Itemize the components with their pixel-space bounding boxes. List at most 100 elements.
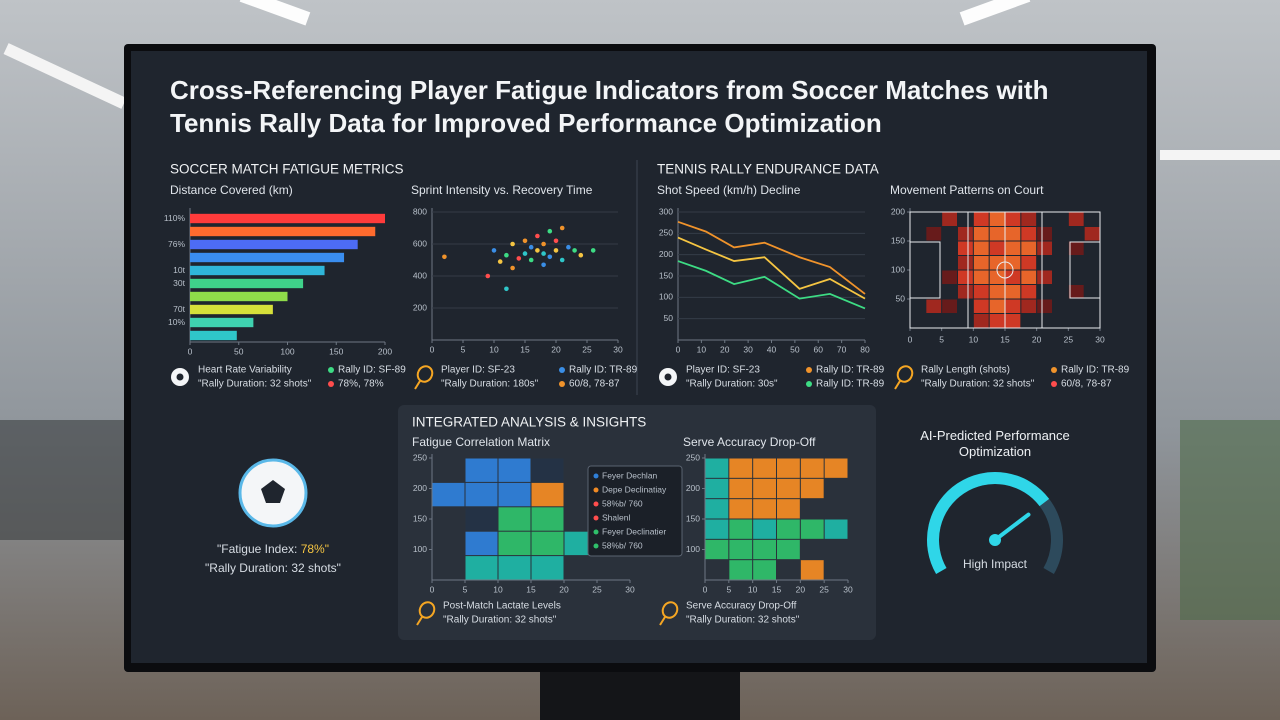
bar <box>190 330 237 341</box>
cell <box>1037 299 1052 313</box>
cell <box>1021 285 1037 299</box>
cell <box>1037 241 1052 255</box>
chart-title: Serve Accuracy Drop-Off <box>683 435 816 449</box>
x-tick-label: 20 <box>1032 334 1042 344</box>
x-tick-label: 10 <box>697 344 707 354</box>
cell <box>1068 241 1084 255</box>
page-title: Cross-Referencing Player Fatigue Indicat… <box>170 75 1049 138</box>
y-tick-label: 800 <box>413 206 427 216</box>
cell <box>729 560 753 580</box>
chart-title: Fatigue Correlation Matrix <box>412 435 550 449</box>
cell <box>498 458 531 482</box>
cell <box>729 539 753 560</box>
cell <box>926 299 942 313</box>
x-tick-label: 5 <box>726 584 731 594</box>
legend-text: Player ID: SF-23 <box>686 365 760 376</box>
line <box>677 260 866 310</box>
cell <box>1021 212 1037 226</box>
cell <box>465 531 498 556</box>
legend-text: 78%, 78% <box>338 379 384 390</box>
y-tick-label: 100 <box>413 544 427 554</box>
legend-text: Serve Accuracy Drop-Off <box>686 601 797 612</box>
x-tick-label: 30 <box>613 344 623 354</box>
point <box>510 241 515 247</box>
x-tick-label: 50 <box>234 346 244 356</box>
monitor-stand <box>540 668 740 720</box>
point <box>510 265 515 271</box>
tooltip-dot <box>593 501 599 507</box>
cell <box>942 212 957 226</box>
y-tick-label: 600 <box>413 238 427 248</box>
cell <box>958 256 973 270</box>
bar <box>190 317 254 328</box>
cell <box>1021 256 1037 270</box>
point <box>535 248 540 253</box>
x-tick-label: 20 <box>796 584 806 594</box>
legend-dot <box>328 367 334 373</box>
cell <box>800 560 824 580</box>
legend-text: "Rally Duration: 32 shots" <box>921 379 1035 390</box>
x-tick-label: 0 <box>703 584 708 594</box>
cell <box>465 556 498 580</box>
x-tick-label: 100 <box>280 346 294 356</box>
x-tick-label: 30 <box>625 584 635 594</box>
y-tick-label: 10t <box>173 265 185 275</box>
x-tick-label: 50 <box>790 344 800 354</box>
plant <box>1180 420 1280 620</box>
x-tick-label: 10 <box>748 584 758 594</box>
gauge-title: AI-Predicted Performance Optimization <box>920 428 1070 459</box>
legend-dot <box>806 367 812 373</box>
cell <box>800 458 824 478</box>
x-tick-label: 5 <box>939 334 944 344</box>
point <box>553 238 559 244</box>
cell <box>800 519 824 539</box>
cell <box>973 256 989 270</box>
point <box>547 254 553 260</box>
tooltip-text: Feyer Dechlan <box>602 470 658 480</box>
cell <box>753 499 776 519</box>
cell <box>1021 270 1037 284</box>
cell <box>729 478 753 499</box>
cell <box>729 519 753 539</box>
y-tick-label: 10% <box>168 317 185 327</box>
section-title: INTEGRATED ANALYSIS & INSIGHTS <box>412 415 646 430</box>
cell <box>989 256 1005 270</box>
chart-title: Distance Covered (km) <box>170 183 293 197</box>
x-tick-label: 60 <box>814 344 824 354</box>
cell <box>1005 241 1021 255</box>
cell <box>705 478 729 499</box>
bar <box>190 226 376 237</box>
cell <box>989 314 1005 328</box>
point <box>497 259 503 264</box>
legend-dot <box>559 367 565 373</box>
ceiling-light <box>239 0 311 26</box>
cell <box>1068 212 1084 226</box>
chart-title: Sprint Intensity vs. Recovery Time <box>411 183 593 197</box>
cell <box>973 285 989 299</box>
racket-icon <box>416 365 434 383</box>
x-tick-label: 40 <box>767 344 777 354</box>
cell <box>777 519 800 539</box>
soccer-ball-large <box>238 458 308 528</box>
y-tick-label: 300 <box>659 206 673 216</box>
fatigue-label: "Fatigue Index: <box>217 542 301 556</box>
cell <box>432 482 465 507</box>
x-tick-label: 30 <box>1095 334 1105 344</box>
legend-dot <box>328 381 334 387</box>
cell <box>729 499 753 519</box>
tooltip-text: Feyer Declinatier <box>602 526 666 536</box>
fatigue-value: 78%" <box>301 542 329 556</box>
court-circle <box>996 261 1014 279</box>
y-tick-label: 200 <box>686 483 700 493</box>
tooltip-text: Shalenl <box>602 512 630 522</box>
y-tick-label: 400 <box>413 270 427 280</box>
racket-handle <box>414 380 421 390</box>
x-tick-label: 15 <box>520 344 530 354</box>
tooltip-dot <box>593 473 599 479</box>
x-tick-label: 0 <box>676 344 681 354</box>
cell <box>989 241 1005 255</box>
point <box>528 244 534 250</box>
cell <box>777 499 800 519</box>
cell <box>498 531 531 556</box>
point <box>559 225 565 231</box>
